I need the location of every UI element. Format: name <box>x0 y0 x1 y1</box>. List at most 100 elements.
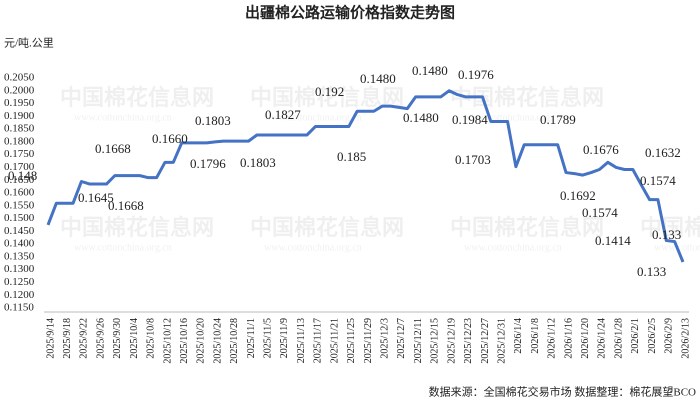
y-tick-label: 0.2000 <box>4 84 35 96</box>
x-tick-label: 2025/10/28 <box>229 318 240 364</box>
x-tick-label: 2025/10/16 <box>179 318 190 364</box>
y-tick-label: 0.1550 <box>4 199 35 211</box>
watermark: 中国棉花信息网 <box>60 85 214 110</box>
y-tick-label: 0.2050 <box>4 72 35 84</box>
y-tick-label: 0.1650 <box>4 174 35 186</box>
annotation: 0.1574 <box>582 205 618 220</box>
x-tick-label: 2025/9/30 <box>112 318 123 359</box>
annotation: 0.1827 <box>265 107 301 122</box>
x-tick-label: 2025/10/4 <box>129 318 140 359</box>
annotation: 0.1803 <box>195 113 231 128</box>
x-tick-label: 2025/12/27 <box>480 318 491 364</box>
x-tick-label: 2026/1/20 <box>580 318 591 359</box>
watermark-url: www.cottonchina.org.cn <box>74 112 172 123</box>
y-tick-label: 0.1600 <box>4 187 35 199</box>
y-tick-label: 0.1800 <box>4 135 35 147</box>
y-tick-label: 0.1200 <box>4 289 35 301</box>
watermark-url: www.cottonchina.org.cn <box>264 112 362 123</box>
chart-title: 出疆棉公路运输价格指数走势图 <box>245 3 455 21</box>
watermark-url: www.cottonchina.org.cn <box>464 242 562 253</box>
x-tick-label: 2025/12/7 <box>396 318 407 359</box>
annotation: 0.1574 <box>640 173 676 188</box>
x-tick-label: 2025/11/13 <box>296 318 307 363</box>
data-line <box>46 89 685 263</box>
x-tick-label: 2025/10/20 <box>196 318 207 364</box>
annotation: 0.1984 <box>452 112 488 127</box>
y-tick-label: 0.1700 <box>4 161 35 173</box>
y-tick-label: 0.1300 <box>4 263 35 275</box>
y-tick-label: 0.1950 <box>4 97 35 109</box>
watermark: 中国棉花信息网 <box>250 215 404 240</box>
annotation: 0.1480 <box>360 71 396 86</box>
x-tick-label: 2025/11/29 <box>363 318 374 363</box>
x-tick-label: 2025/12/3 <box>380 318 391 359</box>
x-tick-label: 2025/10/12 <box>162 318 173 364</box>
x-tick-label: 2025/12/11 <box>413 318 424 363</box>
annotation: 0.148 <box>8 168 37 183</box>
x-tick-label: 2025/9/18 <box>62 318 73 359</box>
annotation: 0.1692 <box>560 188 596 203</box>
x-tick-label: 2026/2/9 <box>664 318 675 354</box>
y-axis-label: 元/吨.公里 <box>4 37 54 50</box>
annotation: 0.133 <box>637 264 666 279</box>
watermark: 中国棉花信息网 <box>60 215 214 240</box>
annotation: 0.1668 <box>108 198 144 213</box>
x-tick-label: 2026/2/13 <box>680 318 691 359</box>
x-tick-label: 2025/9/26 <box>95 318 106 359</box>
annotation: 0.1414 <box>595 233 631 248</box>
annotation: 0.192 <box>315 84 344 99</box>
y-tick-label: 0.1250 <box>4 276 35 288</box>
x-tick-label: 2026/1/12 <box>547 318 558 359</box>
x-tick-label: 2025/12/19 <box>446 318 457 364</box>
annotation: 0.1703 <box>455 152 491 167</box>
x-tick-label: 2025/9/22 <box>79 318 90 359</box>
x-tick-label: 2026/2/1 <box>630 318 641 354</box>
y-tick-label: 0.1150 <box>4 302 34 314</box>
watermark: 中国棉花信息网 <box>450 215 604 240</box>
x-tick-label: 2026/1/8 <box>530 318 541 354</box>
annotation: 0.133 <box>652 227 681 242</box>
y-tick-label: 0.1850 <box>4 123 35 135</box>
x-tick-label: 2026/1/28 <box>613 318 624 359</box>
y-tick-label: 0.1400 <box>4 238 35 250</box>
annotation: 0.1660 <box>152 131 188 146</box>
y-tick-label: 0.1450 <box>4 225 35 237</box>
x-tick-label: 2026/1/16 <box>563 318 574 359</box>
x-tick-label: 2025/12/15 <box>430 318 441 364</box>
y-tick-label: 0.1500 <box>4 212 35 224</box>
annotation: 0.1789 <box>540 112 576 127</box>
watermark: 中国棉花信息网 <box>640 215 700 240</box>
annotation: 0.1480 <box>403 110 439 125</box>
annotation: 0.1803 <box>240 155 276 170</box>
x-tick-label: 2025/11/17 <box>313 318 324 363</box>
x-tick-label: 2026/2/5 <box>647 318 658 354</box>
annotation: 0.1676 <box>583 142 619 157</box>
x-tick-label: 2026/1/24 <box>597 318 608 359</box>
y-tick-label: 0.1350 <box>4 250 35 262</box>
watermark-url: www.cottonchina.org.cn <box>74 242 172 253</box>
annotation: 0.1976 <box>458 67 494 82</box>
x-tick-label: 2025/11/25 <box>346 318 357 363</box>
watermark: 中国棉花信息网 <box>250 85 404 110</box>
x-tick-label: 2025/11/5 <box>263 318 274 358</box>
annotation: 0.1632 <box>645 145 681 160</box>
x-tick-label: 2025/12/31 <box>496 318 507 364</box>
x-tick-label: 2025/9/14 <box>45 318 56 359</box>
x-tick-label: 2025/11/1 <box>246 318 257 358</box>
x-tick-label: 2025/12/23 <box>463 318 474 364</box>
footer: 数据来源：全国棉花交易市场 数据整理：棉花展望BCO <box>429 385 696 399</box>
watermark-url: www.cottonchina.org.cn <box>464 112 562 123</box>
annotation: 0.1668 <box>95 141 131 156</box>
x-tick-label: 2025/10/24 <box>212 318 223 364</box>
x-tick-label: 2026/1/4 <box>513 318 524 354</box>
x-tick-label: 2025/11/9 <box>279 318 290 358</box>
annotation: 0.185 <box>337 149 366 164</box>
y-tick-label: 0.1750 <box>4 148 35 160</box>
annotation: 0.1480 <box>412 63 448 78</box>
annotation: 0.1796 <box>190 156 226 171</box>
x-tick-label: 2025/11/21 <box>329 318 340 363</box>
x-tick-label: 2025/10/8 <box>146 318 157 359</box>
y-tick-label: 0.1900 <box>4 110 35 122</box>
annotation: 0.1645 <box>78 190 114 205</box>
